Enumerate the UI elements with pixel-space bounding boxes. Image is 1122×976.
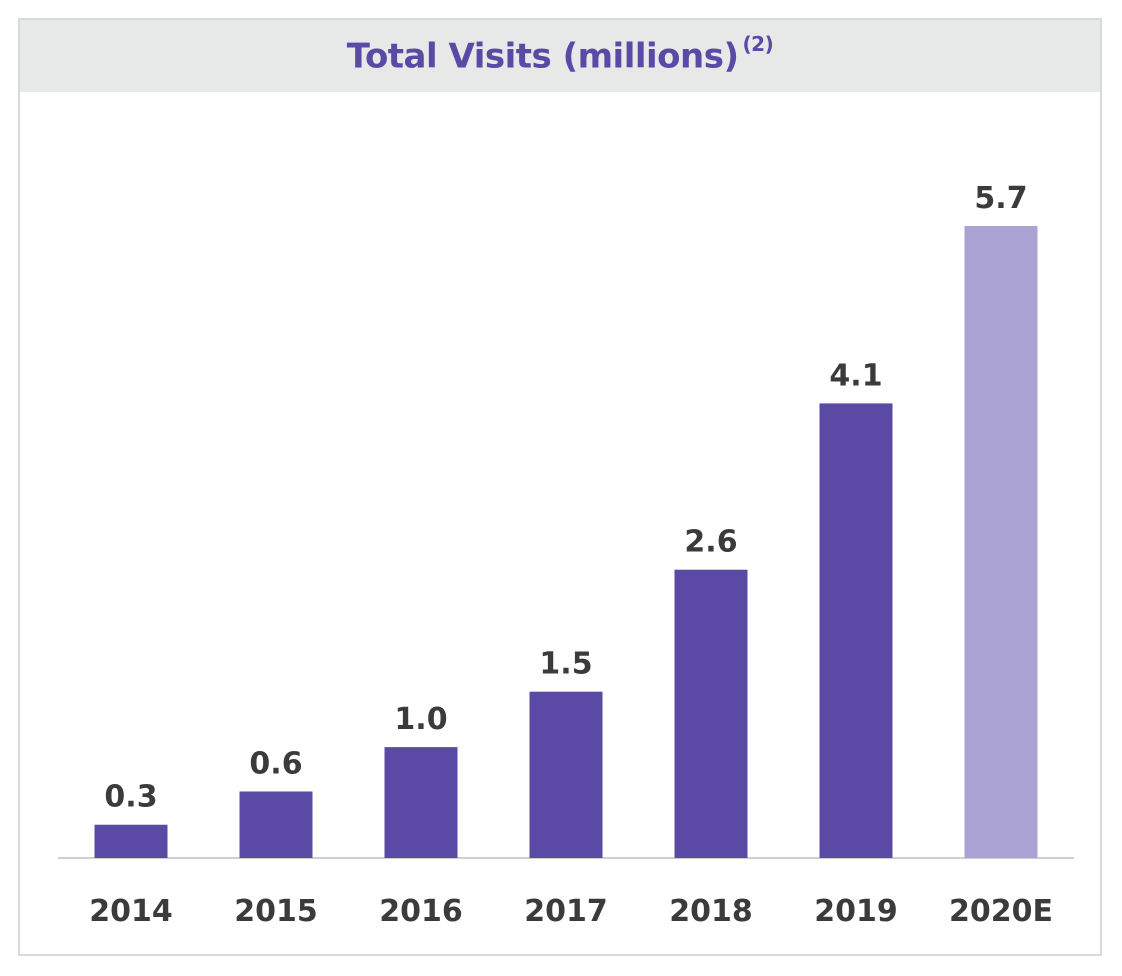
bar-2017	[529, 691, 603, 858]
x-tick-label-2019: 2019	[814, 894, 898, 929]
data-label-2019: 4.1	[829, 358, 882, 393]
chart-title-bar: Total Visits (millions) (2)	[20, 20, 1100, 92]
x-tick-label-2017: 2017	[524, 894, 608, 929]
x-tick-label-2015: 2015	[234, 894, 318, 929]
data-label-2016: 1.0	[394, 702, 447, 737]
chart-title-text: Total Visits (millions)	[346, 36, 739, 77]
data-label-2014: 0.3	[104, 780, 157, 815]
x-tick-label-2016: 2016	[379, 894, 463, 929]
bar-2015	[239, 791, 313, 858]
title-footnote: (2)	[742, 31, 774, 56]
bar-2016	[384, 747, 458, 858]
data-label-2015: 0.6	[249, 746, 302, 781]
data-label-2020e: 5.7	[974, 181, 1027, 216]
x-tick-label-2020e: 2020E	[949, 894, 1053, 929]
bar-2019	[819, 403, 893, 858]
bar-2018	[674, 569, 748, 858]
x-tick-label-2018: 2018	[669, 894, 753, 929]
bar-2020e	[964, 226, 1038, 858]
x-tick-label-2014: 2014	[89, 894, 173, 929]
bar-2014	[94, 824, 168, 858]
data-label-2018: 2.6	[684, 525, 737, 560]
chart-title: Total Visits (millions) (2)	[346, 32, 774, 77]
data-label-2017: 1.5	[539, 647, 592, 682]
